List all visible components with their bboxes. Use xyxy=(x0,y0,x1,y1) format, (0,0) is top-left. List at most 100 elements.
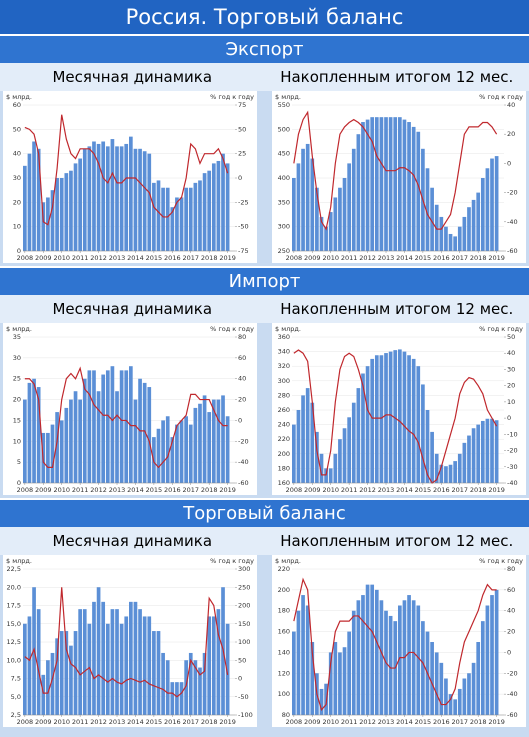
bar xyxy=(55,412,59,483)
x-tick-label: 2011 xyxy=(72,486,89,494)
bar xyxy=(421,621,425,715)
y2-tick-label: 0 xyxy=(238,675,242,683)
y2-tick-label: -20 xyxy=(507,669,518,677)
bar xyxy=(342,178,347,251)
bar xyxy=(453,699,457,715)
bar xyxy=(411,600,416,715)
bar xyxy=(490,158,494,251)
y2-tick-label: 20 xyxy=(507,628,515,636)
y2-axis-label: % год к году xyxy=(210,557,254,565)
bar xyxy=(64,173,69,251)
bar xyxy=(207,412,212,483)
x-tick-label: 2009 xyxy=(35,718,52,726)
y-tick-label: 140 xyxy=(278,648,290,656)
chart-subtitle: Накопленным итогом 12 мес. xyxy=(280,532,514,550)
bar xyxy=(124,616,129,715)
bar xyxy=(27,153,32,251)
bar xyxy=(165,416,170,483)
y2-tick-label: 300 xyxy=(238,565,250,573)
bar xyxy=(430,187,434,251)
bar xyxy=(430,431,434,483)
bar xyxy=(198,667,202,715)
bar xyxy=(480,420,485,483)
bar xyxy=(152,182,156,251)
y-tick-label: 0 xyxy=(17,247,21,255)
y-tick-label: 280 xyxy=(278,391,290,399)
x-tick-label: 2018 xyxy=(470,718,487,726)
y-tick-label: 500 xyxy=(278,125,290,133)
bar xyxy=(416,605,421,715)
bar xyxy=(142,382,147,483)
bar xyxy=(73,163,78,251)
bar xyxy=(407,122,411,252)
bar xyxy=(448,233,453,251)
bar xyxy=(221,395,225,483)
y2-tick-label: 80 xyxy=(507,565,515,573)
x-tick-label: 2018 xyxy=(201,718,218,726)
y-tick-label: 260 xyxy=(278,406,290,414)
x-tick-label: 2018 xyxy=(201,486,218,494)
bar xyxy=(361,122,365,252)
bar xyxy=(398,349,402,483)
y2-axis-label: % год к году xyxy=(210,325,254,333)
bar xyxy=(485,605,490,715)
y-axis-label: $ млрд. xyxy=(275,93,301,101)
bar xyxy=(425,168,430,251)
y-tick-label: 300 xyxy=(278,377,290,385)
x-tick-label: 2012 xyxy=(359,254,376,262)
bar xyxy=(124,143,129,251)
y2-tick-label: 30 xyxy=(507,365,515,373)
x-tick-label: 2010 xyxy=(322,254,339,262)
bar xyxy=(485,168,490,251)
bar xyxy=(165,187,170,251)
bar xyxy=(188,424,193,483)
x-tick-label: 2010 xyxy=(322,486,339,494)
bar xyxy=(170,437,175,483)
bar xyxy=(142,616,147,715)
bar xyxy=(292,424,296,483)
bar xyxy=(490,418,494,483)
bar xyxy=(175,682,179,715)
line xyxy=(24,587,229,698)
bar xyxy=(198,403,202,483)
bar xyxy=(82,378,87,483)
y2-tick-label: -60 xyxy=(507,247,518,255)
x-tick-label: 2009 xyxy=(35,254,52,262)
bar xyxy=(328,212,333,251)
bar xyxy=(55,638,59,715)
bar xyxy=(175,424,179,483)
bar xyxy=(411,358,416,483)
x-tick-label: 2014 xyxy=(396,718,413,726)
bar xyxy=(32,378,36,483)
chart: $ млрд. % год к году 0 5 10 15 20 25 30 35 -60 -40 -… xyxy=(3,323,257,495)
y2-tick-label: 25 xyxy=(238,150,246,158)
bar xyxy=(365,584,370,715)
bar xyxy=(216,399,221,483)
y2-tick-label: -40 xyxy=(238,458,249,466)
bar xyxy=(305,388,310,483)
x-tick-label: 2011 xyxy=(341,718,358,726)
x-tick-label: 2015 xyxy=(146,718,163,726)
x-tick-label: 2017 xyxy=(451,718,468,726)
bar xyxy=(462,216,467,251)
bar xyxy=(379,600,384,715)
bar xyxy=(161,420,165,483)
bar xyxy=(356,600,361,715)
y-tick-label: 0 xyxy=(17,479,21,487)
bar xyxy=(179,197,184,251)
page-title: Россия. Торговый баланс xyxy=(0,0,529,34)
x-tick-label: 2014 xyxy=(396,486,413,494)
y-tick-label: 250 xyxy=(278,247,290,255)
y2-tick-label: 0 xyxy=(507,414,511,422)
x-tick-label: 2016 xyxy=(164,486,181,494)
bar xyxy=(184,660,188,715)
x-tick-label: 2008 xyxy=(286,486,303,494)
bar xyxy=(421,384,425,483)
bar xyxy=(202,173,207,251)
x-tick-label: 2014 xyxy=(127,486,144,494)
bar xyxy=(374,589,379,715)
y-tick-label: 17,5 xyxy=(7,602,21,610)
x-tick-label: 2012 xyxy=(359,486,376,494)
y2-tick-label: 60 xyxy=(507,586,515,594)
